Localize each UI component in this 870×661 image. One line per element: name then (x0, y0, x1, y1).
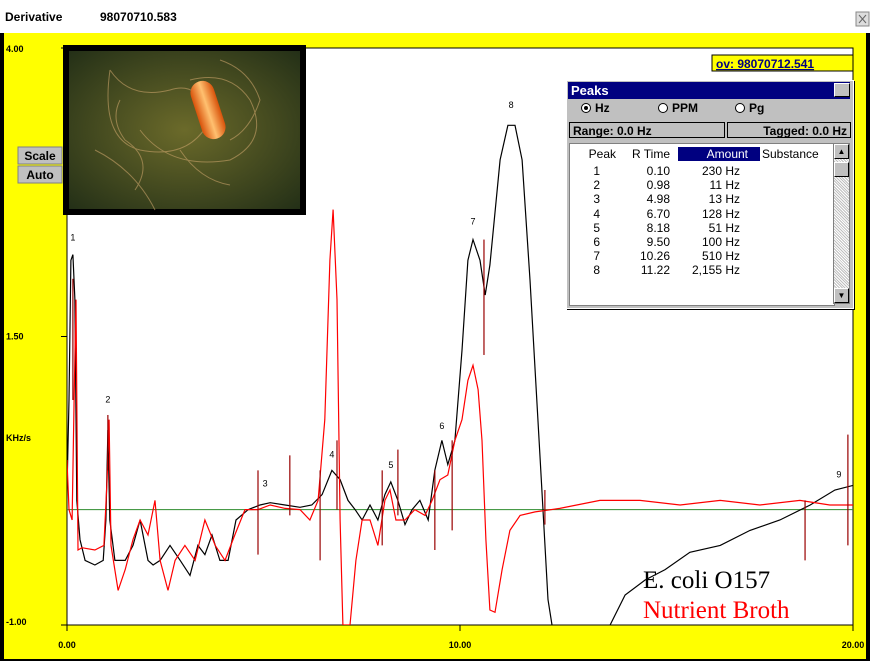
table-row: 7 10.26 510 Hz (570, 249, 834, 263)
table-cell: 51 Hz (678, 221, 760, 235)
radio-label: Hz (595, 101, 610, 115)
close-button[interactable] (856, 12, 869, 26)
scroll-thumb[interactable] (834, 162, 849, 177)
legend-entry: E. coli O157 (643, 567, 770, 594)
peak-label: 9 (836, 469, 841, 479)
peak-label: 6 (439, 421, 444, 431)
radio-dot (581, 103, 591, 113)
x-tick-label: 10.00 (449, 640, 472, 650)
table-cell: 1 (570, 164, 616, 178)
button-label: Scale (24, 149, 56, 163)
table-cell: 100 Hz (678, 235, 760, 249)
scrollbar[interactable]: ▲ ▼ (833, 143, 850, 304)
peak-label: 3 (263, 479, 268, 489)
scale-button[interactable]: Scale (18, 147, 62, 164)
table-cell: 0.98 (624, 178, 670, 192)
button-label: Auto (26, 168, 53, 182)
auto-button[interactable]: Auto (18, 166, 62, 183)
window-title: Derivative (5, 10, 63, 24)
range-box: Range: 0.0 Hz (569, 122, 725, 138)
table-row: 3 4.98 13 Hz (570, 192, 834, 206)
table-cell: 2 (570, 178, 616, 192)
table-cell: 8 (570, 263, 616, 277)
peak-label: 2 (105, 394, 110, 404)
radio-label: Pg (749, 101, 764, 115)
file-name: 98070710.583 (100, 10, 177, 24)
table-cell: 6.70 (624, 207, 670, 221)
table-cell: 510 Hz (678, 249, 760, 263)
table-cell: 11.22 (624, 263, 670, 277)
scroll-up[interactable]: ▲ (834, 144, 849, 159)
table-cell: 4.98 (624, 192, 670, 206)
peak-label: 8 (509, 100, 514, 110)
tagged-box: Tagged: 0.0 Hz (727, 122, 851, 138)
unit-radio[interactable]: Hz (581, 101, 610, 115)
radio-dot (658, 103, 668, 113)
radio-dot (735, 103, 745, 113)
column-header[interactable]: Peak (570, 147, 616, 161)
inset-image (63, 45, 306, 215)
y-tick-label: 4.00 (6, 44, 24, 54)
table-cell: 4 (570, 207, 616, 221)
table-cell: 128 Hz (678, 207, 760, 221)
table-row: 4 6.70 128 Hz (570, 207, 834, 221)
panel-close[interactable] (834, 83, 850, 97)
table-cell: 11 Hz (678, 178, 760, 192)
table-cell: 8.18 (624, 221, 670, 235)
peak-label: 7 (470, 217, 475, 227)
peak-label: 5 (388, 460, 393, 470)
table-cell: 13 Hz (678, 192, 760, 206)
peaks-panel: Peaks Hz PPM Pg Range: 0.0 Hz Tagged: 0.0 … (566, 80, 854, 309)
unit-radio[interactable]: PPM (658, 101, 698, 115)
table-cell: 5 (570, 221, 616, 235)
column-header[interactable]: Amount (678, 147, 760, 161)
table-cell: 2,155 Hz (678, 263, 760, 277)
table-row: 1 0.10 230 Hz (570, 164, 834, 178)
column-header[interactable]: Substance (762, 147, 832, 161)
radio-label: PPM (672, 101, 698, 115)
peak-label: 1 (70, 233, 75, 243)
y-tick-label: -1.00 (6, 617, 27, 627)
y-tick-label: 1.50 (6, 332, 24, 342)
app-window: Derivative 98070710.583 KHz/s 123456789 … (0, 0, 870, 661)
table-cell: 9.50 (624, 235, 670, 249)
scroll-down[interactable]: ▼ (834, 288, 849, 303)
table-cell: 3 (570, 192, 616, 206)
panel-title: Peaks (568, 82, 850, 99)
table-row: 8 11.22 2,155 Hz (570, 263, 834, 277)
peak-label: 4 (329, 450, 334, 460)
table-cell: 6 (570, 235, 616, 249)
column-header[interactable]: R Time (624, 147, 670, 161)
table-cell: 0.10 (624, 164, 670, 178)
table-cell: 7 (570, 249, 616, 263)
table-row: 2 0.98 11 Hz (570, 178, 834, 192)
table-row: 5 8.18 51 Hz (570, 221, 834, 235)
overlay-label: ov: 98070712.541 (716, 57, 814, 71)
y-axis-label: KHz/s (6, 433, 31, 443)
table-row: 6 9.50 100 Hz (570, 235, 834, 249)
unit-radio[interactable]: Pg (735, 101, 764, 115)
table-cell: 10.26 (624, 249, 670, 263)
x-tick-label: 0.00 (58, 640, 76, 650)
table-cell: 230 Hz (678, 164, 760, 178)
x-tick-label: 20.00 (842, 640, 865, 650)
legend-entry: Nutrient Broth (643, 597, 790, 624)
